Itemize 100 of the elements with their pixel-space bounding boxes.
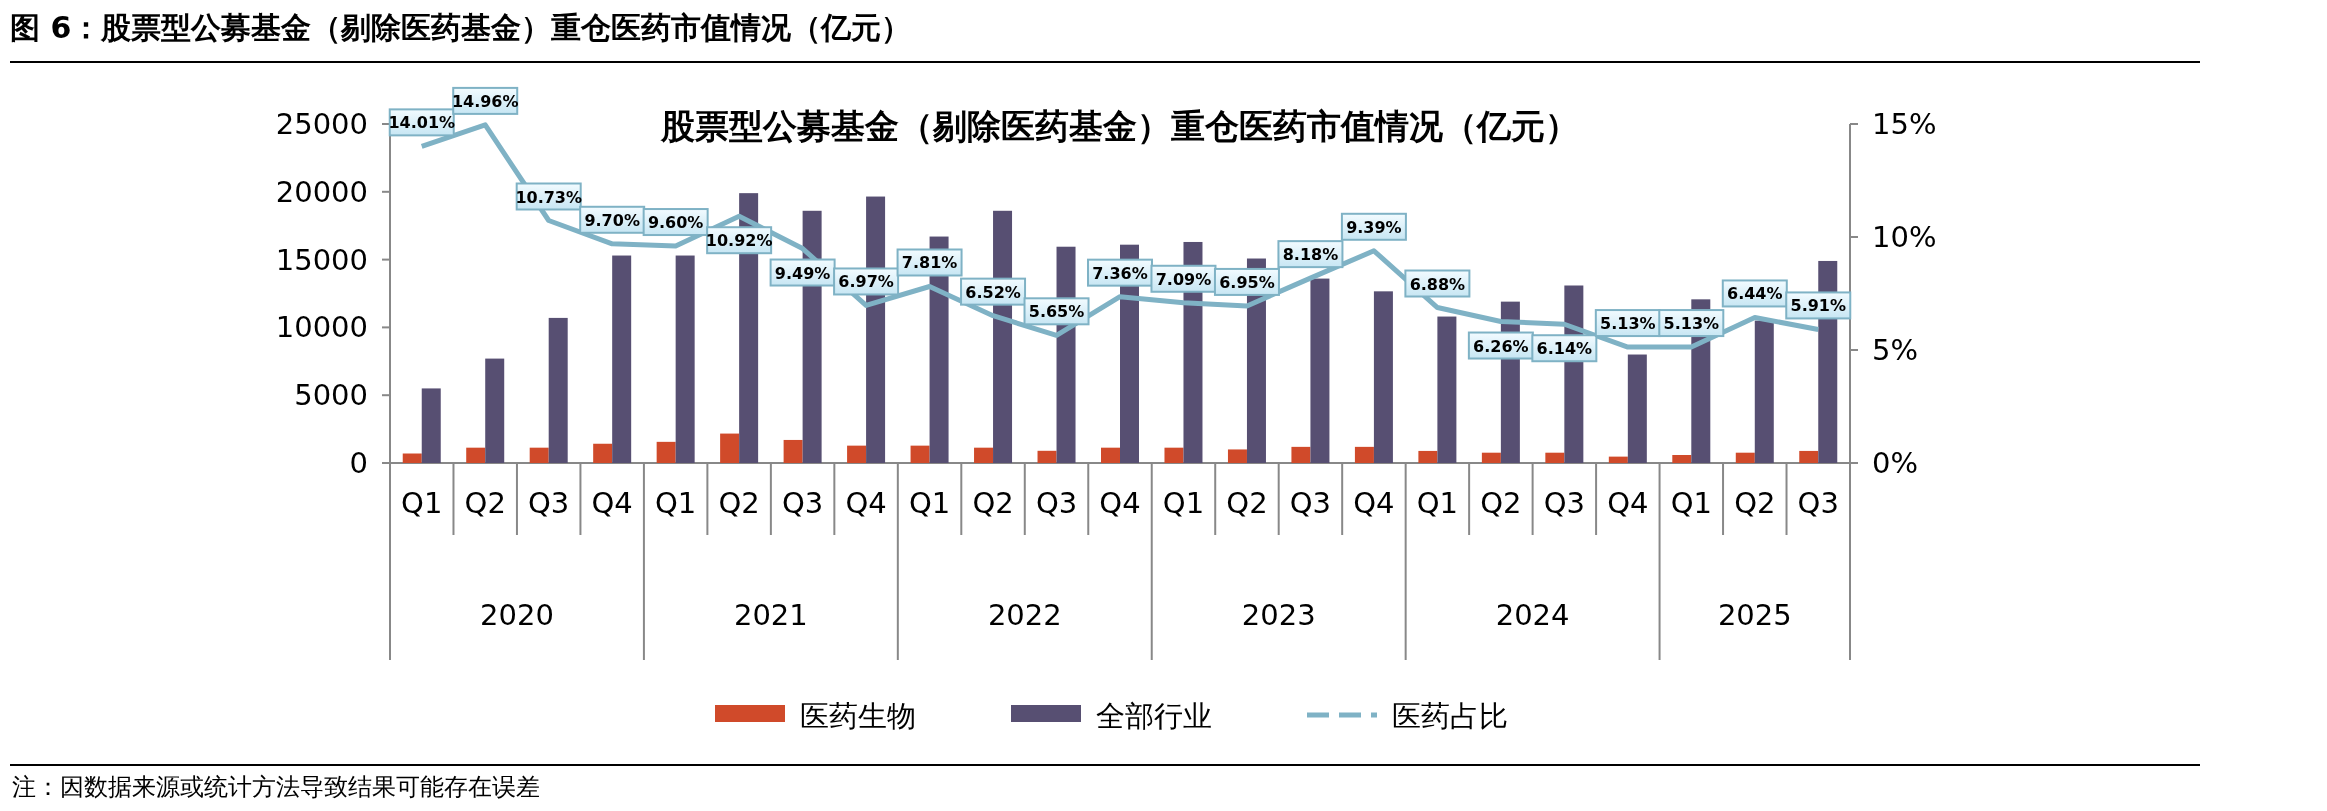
data-label: 9.49% xyxy=(774,263,831,283)
x-tick-label: Q2 xyxy=(718,486,760,520)
text: 2024 xyxy=(1495,598,1570,632)
x-tick-label: Q4 xyxy=(591,486,633,520)
x-tick-label: Q4 xyxy=(1607,486,1649,520)
bar xyxy=(1164,447,1184,463)
bar xyxy=(1799,450,1819,463)
legend-label: 全部行业 xyxy=(1096,699,1212,733)
x-tick-label: Q3 xyxy=(1797,486,1839,520)
y2-tick-label: 10% xyxy=(1872,220,1937,254)
legend-label: 医药占比 xyxy=(1392,699,1508,733)
bar xyxy=(656,441,676,463)
text: 2021 xyxy=(733,598,808,632)
y-tick-label: 10000 xyxy=(275,310,368,345)
x-tick-label: Q4 xyxy=(845,486,887,520)
data-label: 9.60% xyxy=(647,213,704,233)
data-label: 5.13% xyxy=(1663,314,1720,334)
y-tick-label: 5000 xyxy=(294,378,368,413)
bar xyxy=(1608,456,1628,463)
data-label: 5.13% xyxy=(1600,314,1656,334)
data-label: 9.39% xyxy=(1346,217,1402,237)
x-tick-label: Q1 xyxy=(655,486,697,520)
x-tick-label: Q1 xyxy=(401,486,443,520)
x-tick-label: Q2 xyxy=(972,486,1014,520)
data-label: 6.52% xyxy=(965,282,1021,302)
text: 2025 xyxy=(1717,598,1792,632)
data-label: 10.73% xyxy=(515,187,583,207)
x-tick-label: Q1 xyxy=(1416,486,1459,520)
data-label: 14.96% xyxy=(451,91,519,111)
data-label: 7.81% xyxy=(901,253,958,273)
x-tick-label: Q4 xyxy=(1353,486,1395,520)
data-label: 6.14% xyxy=(1536,339,1593,359)
data-label: 7.36% xyxy=(1092,263,1148,283)
x-tick-label: Q3 xyxy=(1543,486,1585,520)
bar xyxy=(593,443,613,463)
bar xyxy=(421,388,441,463)
data-label: 14.01% xyxy=(388,113,456,133)
x-tick-label: Q3 xyxy=(1035,486,1078,520)
data-label: 6.95% xyxy=(1219,272,1275,292)
bar xyxy=(974,447,994,463)
text: 注：因数据来源或统计方法导致结果可能存在误差 xyxy=(12,773,540,801)
data-label: 7.09% xyxy=(1155,269,1212,289)
bar xyxy=(720,433,740,463)
bar xyxy=(1227,449,1247,463)
data-label: 6.26% xyxy=(1473,336,1529,356)
text: 2022 xyxy=(987,598,1062,632)
x-tick-label: Q1 xyxy=(1162,486,1205,520)
bar xyxy=(675,255,695,463)
data-label: 8.18% xyxy=(1282,245,1339,265)
bar xyxy=(466,447,486,463)
bar xyxy=(1437,316,1457,463)
bar xyxy=(1754,320,1774,463)
legend-label: 医药生物 xyxy=(800,699,916,733)
y2-tick-label: 0% xyxy=(1872,446,1919,480)
x-tick-label: Q3 xyxy=(528,486,570,520)
bar xyxy=(1373,291,1393,463)
x-tick-label: Q4 xyxy=(1099,486,1141,520)
bar xyxy=(847,445,867,463)
x-tick-label: Q3 xyxy=(781,486,824,520)
chart-title: 图 6：股票型公募基金（剔除医药基金）重仓医药市值情况（亿元） xyxy=(10,10,912,45)
x-tick-label: Q2 xyxy=(464,486,506,520)
y-tick-label: 15000 xyxy=(275,242,368,277)
bar xyxy=(1481,452,1501,463)
y2-tick-label: 15% xyxy=(1872,107,1937,141)
bar xyxy=(1672,455,1692,463)
bar xyxy=(1101,447,1120,463)
x-tick-label: Q2 xyxy=(1226,486,1268,520)
bar xyxy=(1627,354,1647,463)
bar xyxy=(1291,446,1311,463)
x-tick-label: Q1 xyxy=(1670,486,1712,520)
chart-subtitle: 股票型公募基金（剔除医药基金）重仓医药市值情况（亿元） xyxy=(660,106,1579,146)
bar xyxy=(783,439,803,463)
bar xyxy=(548,317,568,463)
y-tick-label: 0 xyxy=(349,446,368,480)
bar xyxy=(1418,450,1438,463)
x-tick-label: Q3 xyxy=(1289,486,1332,520)
data-label: 10.92% xyxy=(705,231,773,251)
x-tick-label: Q2 xyxy=(1480,486,1522,520)
x-tick-label: Q1 xyxy=(908,486,951,520)
bar xyxy=(1735,452,1755,463)
bar xyxy=(1310,278,1330,463)
y-tick-label: 20000 xyxy=(275,174,368,209)
y-tick-label: 25000 xyxy=(275,107,368,141)
bar xyxy=(485,358,505,463)
bar xyxy=(1545,452,1565,463)
text: 2020 xyxy=(480,598,554,632)
data-label: 6.44% xyxy=(1727,284,1783,304)
data-label: 9.70% xyxy=(584,210,640,230)
text: 2023 xyxy=(1241,598,1316,632)
bar xyxy=(529,447,549,463)
bar xyxy=(612,255,632,463)
y2-tick-label: 5% xyxy=(1872,333,1919,367)
data-label: 5.91% xyxy=(1790,296,1847,316)
data-label: 5.65% xyxy=(1028,302,1085,322)
bar xyxy=(1354,446,1374,463)
bar xyxy=(1037,450,1057,463)
data-label: 6.88% xyxy=(1409,274,1466,294)
bar xyxy=(910,445,930,463)
bar xyxy=(402,453,422,463)
data-label: 6.97% xyxy=(838,272,894,292)
